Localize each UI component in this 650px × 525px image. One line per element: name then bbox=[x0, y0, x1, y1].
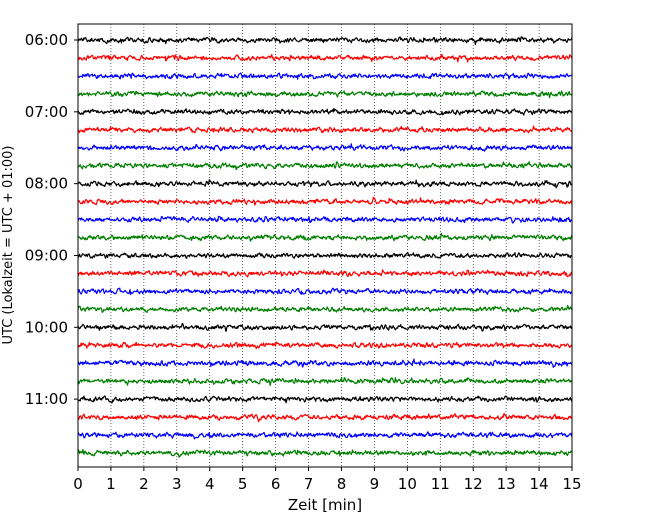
seismic-trace bbox=[77, 143, 573, 152]
trace-layer bbox=[77, 36, 573, 458]
seismic-trace bbox=[77, 413, 573, 423]
x-tick-label: 8 bbox=[337, 475, 347, 493]
x-tick-label: 15 bbox=[562, 475, 581, 493]
seismic-trace bbox=[77, 53, 573, 63]
y-tick-label: 07:00 bbox=[25, 103, 68, 121]
seismic-trace bbox=[77, 161, 573, 170]
seismic-trace bbox=[77, 287, 573, 296]
y-axis: 06:00 07:00 08:00 09:00 10:00 11:00 bbox=[25, 31, 78, 408]
seismic-trace bbox=[77, 232, 573, 242]
x-tick-label: 12 bbox=[464, 475, 483, 493]
seismic-trace bbox=[77, 90, 573, 99]
y-tick-label: 09:00 bbox=[25, 246, 68, 264]
x-tick-label: 5 bbox=[238, 475, 248, 493]
x-axis-label: Zeit [min] bbox=[288, 496, 362, 514]
seismic-trace bbox=[77, 215, 573, 224]
seismic-trace bbox=[77, 341, 573, 350]
y-tick-label: 10:00 bbox=[25, 318, 68, 336]
seismic-trace bbox=[77, 376, 573, 387]
x-tick-label: 13 bbox=[497, 475, 516, 493]
x-tick-label: 9 bbox=[370, 475, 380, 493]
x-tick-label: 10 bbox=[398, 475, 417, 493]
seismic-trace bbox=[77, 395, 573, 404]
x-tick-label: 6 bbox=[271, 475, 281, 493]
seismic-trace bbox=[77, 304, 573, 313]
seismic-trace bbox=[77, 322, 573, 332]
x-tick-label: 3 bbox=[172, 475, 182, 493]
seismic-trace bbox=[77, 431, 573, 440]
x-tick-label: 1 bbox=[106, 475, 116, 493]
seismic-trace bbox=[77, 448, 573, 458]
seismic-trace bbox=[77, 36, 573, 46]
x-axis: 0 1 2 3 4 5 6 7 8 9 10 11 12 13 14 15 bbox=[73, 467, 582, 493]
seismic-trace bbox=[77, 196, 573, 206]
plot-frame bbox=[77, 23, 573, 468]
seismic-trace bbox=[77, 179, 573, 189]
seismic-trace bbox=[77, 107, 573, 116]
seismic-trace bbox=[77, 125, 573, 134]
x-tick-label: 14 bbox=[530, 475, 549, 493]
seismic-trace bbox=[77, 269, 573, 278]
seismic-trace bbox=[77, 252, 573, 259]
x-tick-label: 0 bbox=[73, 475, 83, 493]
y-tick-label: 06:00 bbox=[25, 31, 68, 49]
x-tick-label: 2 bbox=[139, 475, 149, 493]
y-tick-label: 11:00 bbox=[25, 390, 68, 408]
x-tick-label: 7 bbox=[304, 475, 314, 493]
grid-layer bbox=[110, 24, 540, 467]
seismic-trace bbox=[77, 358, 573, 368]
x-tick-label: 11 bbox=[431, 475, 450, 493]
y-axis-label: UTC (Lokalzeit = UTC + 01:00) bbox=[1, 146, 16, 345]
x-tick-label: 4 bbox=[205, 475, 215, 493]
seismic-trace bbox=[77, 72, 573, 80]
y-tick-label: 08:00 bbox=[25, 175, 68, 193]
